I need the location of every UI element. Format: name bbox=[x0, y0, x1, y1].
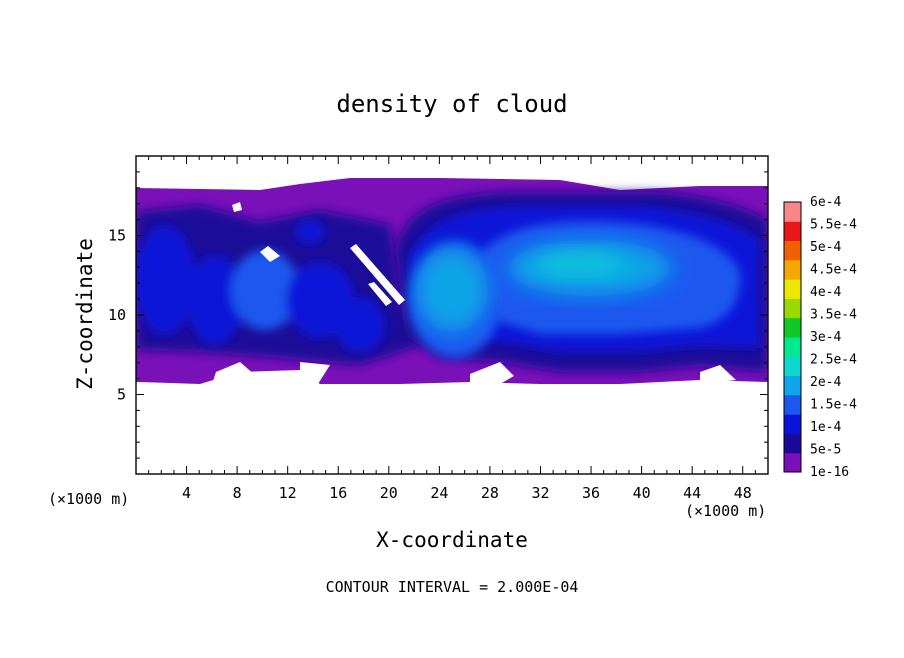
y-axis-title: Z-coordinate bbox=[73, 238, 97, 390]
x-tick-label: 8 bbox=[233, 484, 242, 502]
colorbar-swatch bbox=[784, 240, 801, 261]
colorbar-label: 1e-4 bbox=[810, 420, 841, 435]
x-tick-label: 4 bbox=[182, 484, 191, 502]
colorbar-label: 4.5e-4 bbox=[810, 263, 857, 278]
anvil-core-peak bbox=[534, 250, 626, 278]
x-tick-label: 40 bbox=[633, 484, 651, 502]
x-tick-label: 32 bbox=[531, 484, 549, 502]
colorbar-label: 3.5e-4 bbox=[810, 308, 857, 323]
colorbar-label: 5e-5 bbox=[810, 443, 841, 458]
y-tick-label: 15 bbox=[108, 227, 126, 245]
colorbar-label: 5e-4 bbox=[810, 240, 841, 255]
x-unit-left: (×1000 m) bbox=[48, 490, 129, 508]
colorbar-swatch bbox=[784, 414, 801, 434]
colorbar-label: 2.5e-4 bbox=[810, 353, 857, 368]
colorbar-swatch bbox=[784, 394, 801, 415]
x-tick-label: 24 bbox=[430, 484, 448, 502]
colorbar-swatch bbox=[784, 452, 801, 473]
x-tick-label: 44 bbox=[683, 484, 701, 502]
contour-interval-note: CONTOUR INTERVAL = 2.000E-04 bbox=[326, 578, 579, 596]
colorbar-swatch bbox=[784, 317, 801, 338]
y-tick-label: 5 bbox=[117, 386, 126, 404]
colorbar-swatch bbox=[784, 279, 801, 299]
chart-title: density of cloud bbox=[336, 90, 567, 118]
colorbar-label: 3e-4 bbox=[810, 330, 841, 345]
colorbar-label: 1e-16 bbox=[810, 465, 849, 480]
x-tick-label: 20 bbox=[380, 484, 398, 502]
colorbar-label: 5.5e-4 bbox=[810, 218, 857, 233]
colorbar-label: 4e-4 bbox=[810, 285, 841, 300]
colorbar-swatch bbox=[784, 433, 801, 454]
colorbar-frame bbox=[783, 201, 802, 473]
colorbar-label: 2e-4 bbox=[810, 375, 841, 390]
colorbar-swatch bbox=[784, 356, 801, 377]
x-unit-right: (×1000 m) bbox=[685, 502, 766, 520]
x-axis-title: X-coordinate bbox=[376, 528, 528, 552]
colorbar-label: 1.5e-4 bbox=[810, 398, 857, 413]
x-ticks: 4 8 12 16 20 24 28 32 36 40 44 48 bbox=[148, 156, 756, 502]
y-tick-label: 10 bbox=[108, 306, 126, 324]
cloud-gaps bbox=[212, 202, 736, 384]
colorbar: 6e-4 5.5e-4 5e-4 4.5e-4 4e-4 3.5e-4 3e-4 2.5e-4… bbox=[783, 195, 857, 480]
anvil-core-left bbox=[416, 248, 488, 332]
colorbar-swatch bbox=[784, 259, 801, 280]
left-turbulent-cells bbox=[136, 220, 385, 353]
colorbar-swatch bbox=[784, 298, 801, 319]
x-tick-label: 28 bbox=[481, 484, 499, 502]
x-tick-label: 36 bbox=[582, 484, 600, 502]
y-ticks: 5 10 15 bbox=[108, 171, 768, 459]
colorbar-label: 6e-4 bbox=[810, 195, 841, 210]
colorbar-swatch bbox=[784, 375, 801, 396]
density-field bbox=[136, 178, 768, 384]
x-tick-label: 16 bbox=[329, 484, 347, 502]
colorbar-swatch bbox=[784, 221, 801, 242]
x-tick-label: 48 bbox=[734, 484, 752, 502]
x-tick-label: 12 bbox=[279, 484, 297, 502]
colorbar-swatch bbox=[784, 202, 801, 222]
colorbar-swatch bbox=[784, 337, 801, 357]
